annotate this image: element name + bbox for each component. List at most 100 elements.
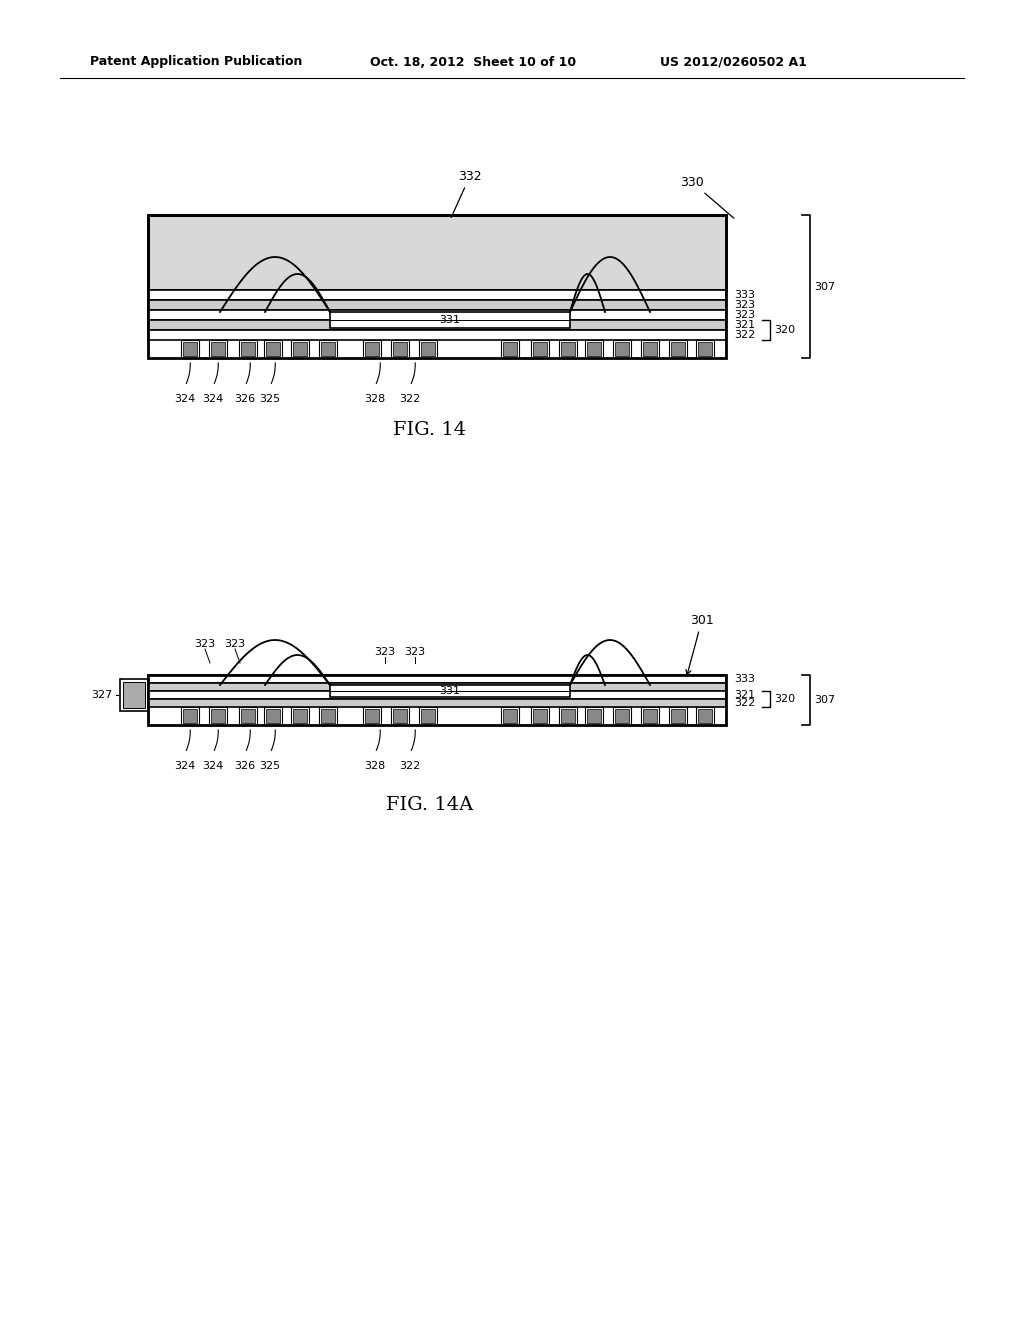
Text: 324: 324 — [203, 393, 223, 404]
Bar — [211, 342, 225, 356]
Text: 325: 325 — [259, 762, 281, 771]
Text: 331: 331 — [439, 686, 461, 696]
Text: FIG. 14A: FIG. 14A — [386, 796, 474, 814]
Bar — [362, 341, 381, 358]
Bar — [120, 678, 148, 711]
Bar — [585, 341, 603, 358]
Bar — [698, 709, 712, 723]
Bar — [209, 708, 227, 725]
Bar — [264, 341, 282, 358]
Text: Patent Application Publication: Patent Application Publication — [90, 55, 302, 69]
Text: 333: 333 — [734, 675, 755, 684]
Bar — [421, 709, 435, 723]
Text: 323: 323 — [734, 310, 755, 319]
Bar — [211, 709, 225, 723]
Bar — [319, 341, 337, 358]
Text: 323: 323 — [734, 300, 755, 310]
Text: 330: 330 — [680, 176, 734, 218]
Text: 324: 324 — [174, 393, 196, 404]
Bar — [613, 708, 631, 725]
Bar — [266, 709, 280, 723]
Text: 322: 322 — [399, 762, 421, 771]
Bar — [123, 682, 145, 708]
Bar — [643, 342, 657, 356]
Bar — [148, 675, 726, 725]
Bar — [266, 342, 280, 356]
Bar — [393, 342, 407, 356]
Bar — [183, 709, 197, 723]
Text: 323: 323 — [224, 639, 246, 649]
Bar — [419, 708, 437, 725]
Bar — [239, 708, 257, 725]
Bar — [561, 342, 575, 356]
Bar — [585, 708, 603, 725]
Text: 322: 322 — [734, 330, 756, 341]
Bar — [148, 690, 726, 700]
Text: 332: 332 — [452, 169, 482, 218]
Text: FIG. 14: FIG. 14 — [393, 421, 467, 440]
Bar — [148, 682, 726, 690]
Text: 324: 324 — [203, 762, 223, 771]
Text: 320: 320 — [774, 325, 795, 335]
Text: 326: 326 — [234, 762, 256, 771]
Text: 331: 331 — [439, 315, 461, 325]
Bar — [421, 342, 435, 356]
Bar — [209, 341, 227, 358]
Text: 320: 320 — [774, 694, 795, 704]
Bar — [503, 709, 517, 723]
Text: 328: 328 — [365, 393, 386, 404]
Bar — [365, 342, 379, 356]
Bar — [239, 341, 257, 358]
Bar — [148, 319, 726, 330]
Bar — [321, 709, 335, 723]
Text: 322: 322 — [399, 393, 421, 404]
Bar — [241, 709, 255, 723]
Text: US 2012/0260502 A1: US 2012/0260502 A1 — [660, 55, 807, 69]
Bar — [330, 312, 570, 327]
Bar — [391, 708, 409, 725]
Bar — [264, 708, 282, 725]
Bar — [696, 341, 714, 358]
Bar — [291, 708, 309, 725]
Bar — [293, 709, 307, 723]
Text: 333: 333 — [734, 290, 755, 300]
Bar — [330, 685, 570, 697]
Text: 323: 323 — [404, 647, 426, 657]
Text: 328: 328 — [365, 762, 386, 771]
Text: 325: 325 — [259, 393, 281, 404]
Bar — [148, 300, 726, 310]
Text: 324: 324 — [174, 762, 196, 771]
Bar — [148, 330, 726, 341]
Bar — [641, 341, 659, 358]
Text: Oct. 18, 2012  Sheet 10 of 10: Oct. 18, 2012 Sheet 10 of 10 — [370, 55, 577, 69]
Text: 321: 321 — [734, 319, 755, 330]
Bar — [501, 341, 519, 358]
Bar — [183, 342, 197, 356]
Bar — [559, 708, 577, 725]
Text: 326: 326 — [234, 393, 256, 404]
Bar — [698, 342, 712, 356]
Bar — [393, 709, 407, 723]
Bar — [148, 290, 726, 300]
Bar — [561, 709, 575, 723]
Bar — [148, 310, 726, 319]
Bar — [148, 700, 726, 708]
Bar — [181, 341, 199, 358]
Text: 323: 323 — [195, 639, 216, 649]
Bar — [641, 708, 659, 725]
Text: 307: 307 — [814, 281, 836, 292]
Bar — [559, 341, 577, 358]
Bar — [291, 341, 309, 358]
Bar — [501, 708, 519, 725]
Bar — [148, 215, 726, 290]
Bar — [615, 709, 629, 723]
Bar — [362, 708, 381, 725]
Bar — [587, 709, 601, 723]
Bar — [669, 341, 687, 358]
Bar — [181, 708, 199, 725]
Bar — [643, 709, 657, 723]
Text: 301: 301 — [686, 614, 714, 675]
Text: 321: 321 — [734, 690, 755, 700]
Text: 322: 322 — [734, 698, 756, 708]
Bar — [419, 341, 437, 358]
